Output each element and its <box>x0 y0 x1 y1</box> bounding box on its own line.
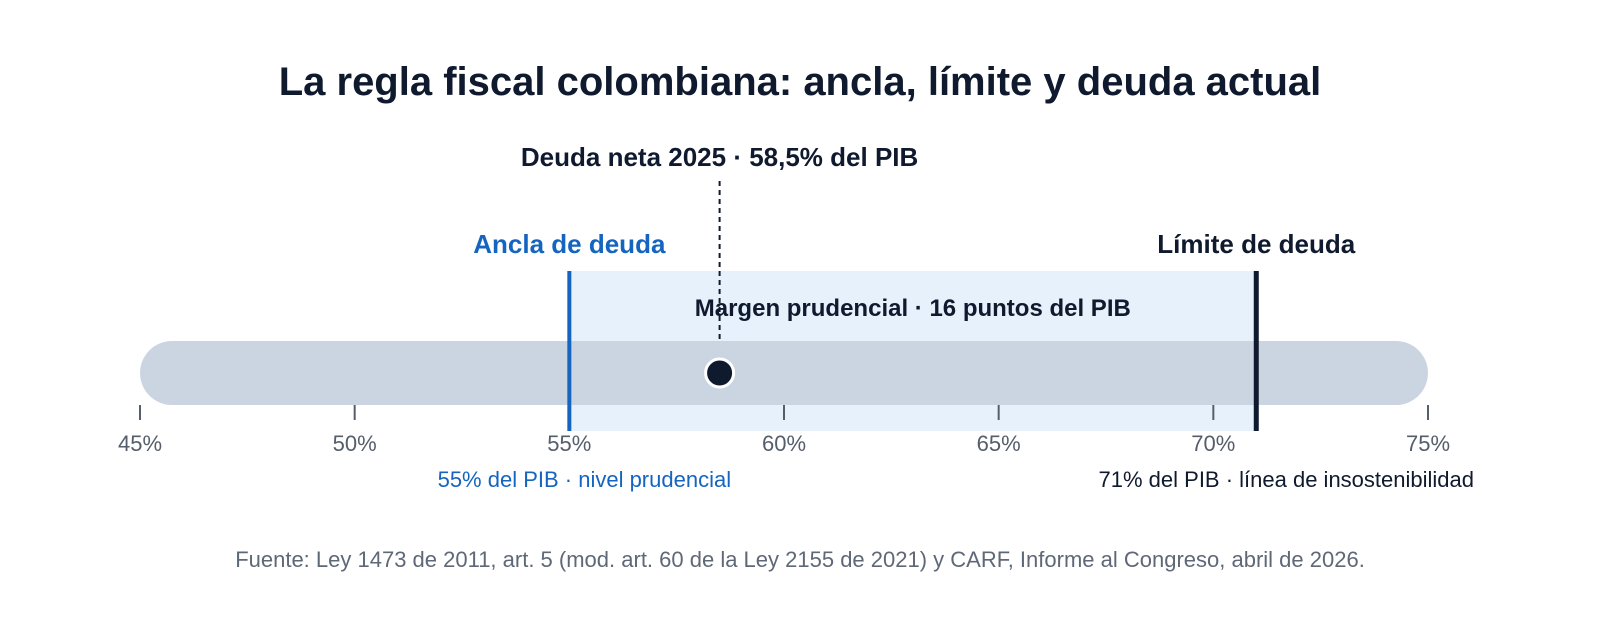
debt-label: Deuda neta 2025 · 58,5% del PIB <box>521 142 918 172</box>
limit-note: 71% del PIB · línea de insostenibilidad <box>1099 467 1474 492</box>
debt-point <box>704 357 736 389</box>
chart-title: La regla fiscal colombiana: ancla, límit… <box>279 60 1322 104</box>
chart-marks: 45% 50% 55% 60% 65% 70% 75% Margen prudencial ·… <box>118 142 1474 492</box>
x-tick-label: 75% <box>1406 431 1450 456</box>
source-note: Fuente: Ley 1473 de 2011, art. 5 (mod. a… <box>235 547 1365 572</box>
x-tick-label: 60% <box>762 431 806 456</box>
x-tick-label: 65% <box>977 431 1021 456</box>
limit-label: Límite de deuda <box>1157 229 1355 259</box>
anchor-note: 55% del PIB · nivel prudencial <box>438 467 732 492</box>
x-tick-label: 70% <box>1191 431 1235 456</box>
anchor-label: Ancla de deuda <box>473 229 666 259</box>
x-tick-label: 45% <box>118 431 162 456</box>
x-tick-label: 55% <box>547 431 591 456</box>
x-tick-label: 50% <box>333 431 377 456</box>
range-track <box>140 341 1428 405</box>
band-label: Margen prudencial · 16 puntos del PIB <box>695 295 1131 322</box>
